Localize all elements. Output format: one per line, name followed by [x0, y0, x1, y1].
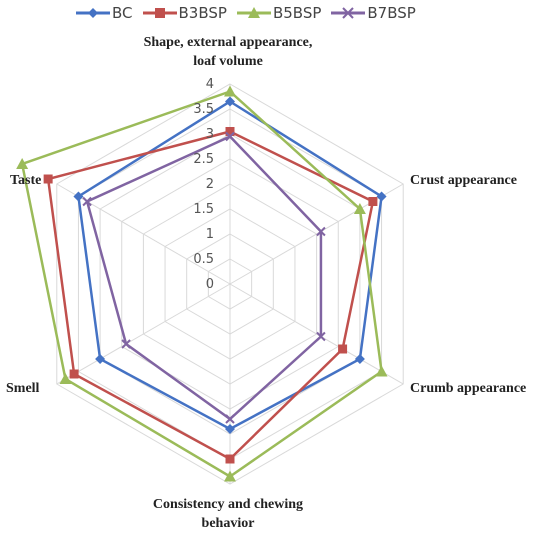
data-point-b7bsp [121, 339, 131, 349]
data-point-b7bsp [82, 196, 92, 207]
axis-label: loaf volume [193, 54, 263, 69]
data-point-b7bsp [225, 131, 235, 142]
data-point-bc [73, 191, 84, 202]
tick-label: 1 [206, 227, 214, 242]
axis-label: Shape, external appearance, [144, 35, 313, 50]
legend-item-b5bsp: B5BSP [236, 4, 322, 22]
tick-label: 2 [206, 177, 214, 192]
legend-marker-triangle-icon [236, 7, 271, 18]
tick-label: 3.5 [193, 102, 214, 117]
data-point-b3bsp [225, 127, 235, 136]
axis-label: Smell [6, 381, 40, 396]
data-point-b5bsp [353, 203, 366, 214]
legend-label-b3bsp: B3BSP [178, 4, 227, 22]
data-point-bc [225, 424, 235, 434]
data-point-b3bsp [43, 174, 53, 184]
data-point-bc [354, 354, 365, 364]
data-point-b7bsp [225, 414, 235, 424]
legend-marker-x-icon [331, 7, 366, 19]
tick-label: 0 [206, 277, 214, 292]
data-point-b5bsp [224, 470, 236, 482]
data-point-b7bsp [316, 331, 326, 342]
legend-marker-square-icon [142, 8, 177, 18]
tick-label: 3 [206, 127, 214, 142]
axis-label: Crumb appearance [410, 381, 526, 396]
grid-spoke [56, 283, 231, 385]
tick-label: 0.5 [193, 252, 214, 267]
axis-label: behavior [202, 516, 255, 531]
data-point-b5bsp [16, 158, 29, 169]
tick-label: 2.5 [193, 152, 214, 167]
data-point-bc [225, 96, 235, 107]
axis-label: Consistency and chewing [153, 497, 303, 512]
legend-label-b5bsp: B5BSP [272, 4, 322, 22]
legend: BC B3BSP B5BSP B7BSP [76, 4, 416, 22]
legend-marker-diamond-icon [76, 8, 110, 18]
data-point-b7bsp [316, 226, 326, 237]
legend-item-bc: BC [76, 4, 133, 22]
axis-label: Taste [10, 173, 41, 188]
data-point-b5bsp [375, 365, 388, 377]
data-point-b3bsp [225, 454, 235, 464]
legend-item-b7bsp: B7BSP [331, 4, 416, 22]
tick-label: 1.5 [193, 202, 214, 217]
axis-label: Crust appearance [410, 173, 517, 188]
data-point-bc [376, 191, 387, 202]
data-point-b3bsp [368, 197, 378, 206]
data-point-bc [95, 354, 106, 364]
data-point-b5bsp [59, 373, 72, 384]
legend-item-b3bsp: B3BSP [142, 4, 227, 22]
tick-label: 4 [206, 77, 214, 92]
data-point-b3bsp [338, 344, 348, 354]
legend-label-bc: BC [112, 4, 133, 22]
legend-label-b7bsp: B7BSP [367, 4, 416, 22]
grid-spoke [229, 283, 404, 385]
data-point-b5bsp [224, 85, 236, 97]
data-point-b3bsp [69, 369, 79, 379]
